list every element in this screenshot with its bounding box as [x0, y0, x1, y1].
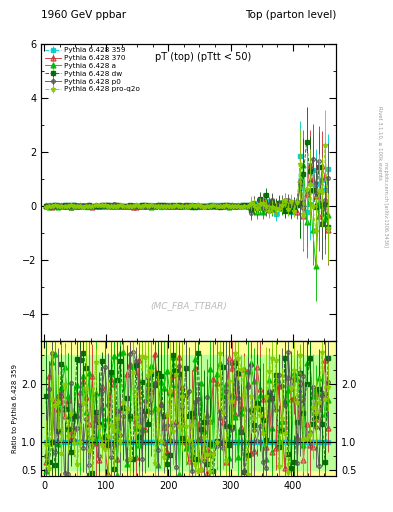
Text: Rivet 3.1.10, ≥ 100k events: Rivet 3.1.10, ≥ 100k events — [377, 106, 382, 180]
Text: Top (parton level): Top (parton level) — [244, 10, 336, 20]
Text: 1960 GeV ppbar: 1960 GeV ppbar — [41, 10, 127, 20]
Text: mcplots.cern.ch [arXiv:1306.3436]: mcplots.cern.ch [arXiv:1306.3436] — [384, 162, 388, 247]
Text: pT (top) (pTtt < 50): pT (top) (pTtt < 50) — [155, 52, 252, 62]
Bar — [41, 355, 336, 471]
Y-axis label: Ratio to Pythia 6.428 359: Ratio to Pythia 6.428 359 — [12, 364, 18, 453]
Text: (MC_FBA_TTBAR): (MC_FBA_TTBAR) — [150, 301, 227, 310]
Legend: Pythia 6.428 359, Pythia 6.428 370, Pythia 6.428 a, Pythia 6.428 dw, Pythia 6.42: Pythia 6.428 359, Pythia 6.428 370, Pyth… — [44, 46, 141, 94]
